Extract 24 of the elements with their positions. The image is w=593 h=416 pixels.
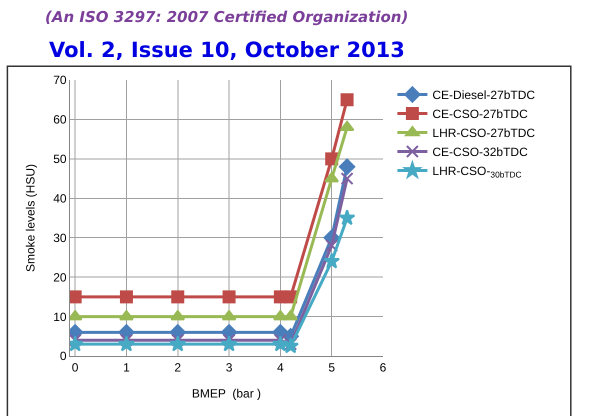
y-tick-label: 0 <box>60 349 67 364</box>
x-tick-label: 1 <box>123 360 130 374</box>
chart-title: (An ISO 3297: 2007 Certified Organization) <box>45 8 408 26</box>
legend-label: LHR-CSO-27bTDC <box>432 126 536 140</box>
x-tick-label: 5 <box>328 360 336 374</box>
y-tick-label: 50 <box>53 152 67 166</box>
chart-subtitle: Vol. 2, Issue 10, October 2013 <box>49 38 405 62</box>
x-axis-title: BMEP (bar ) <box>192 386 262 400</box>
y-tick-label: 40 <box>53 191 67 206</box>
x-tick-label: 6 <box>380 360 387 374</box>
legend-label: CE-CSO-27bTDC <box>432 107 528 122</box>
x-tick-label: 2 <box>174 360 182 374</box>
legend-label: CE-CSO-32bTDC <box>432 145 528 160</box>
y-tick-label: 20 <box>53 270 67 284</box>
y-tick-label: 70 <box>53 73 67 88</box>
y-tick-label: 60 <box>53 112 67 127</box>
y-tick-label: 10 <box>53 310 67 324</box>
legend-label: CE-Diesel-27bTDC <box>432 88 536 102</box>
legend-label: LHR-CSO-$_{30bTDC}$ <box>432 164 522 180</box>
y-axis-title: Smoke levels (HSU) <box>24 164 38 272</box>
x-tick-label: 4 <box>277 360 284 374</box>
x-tick-label: 3 <box>226 360 233 374</box>
y-tick-label: 30 <box>53 230 67 245</box>
x-tick-label: 0 <box>72 360 79 374</box>
